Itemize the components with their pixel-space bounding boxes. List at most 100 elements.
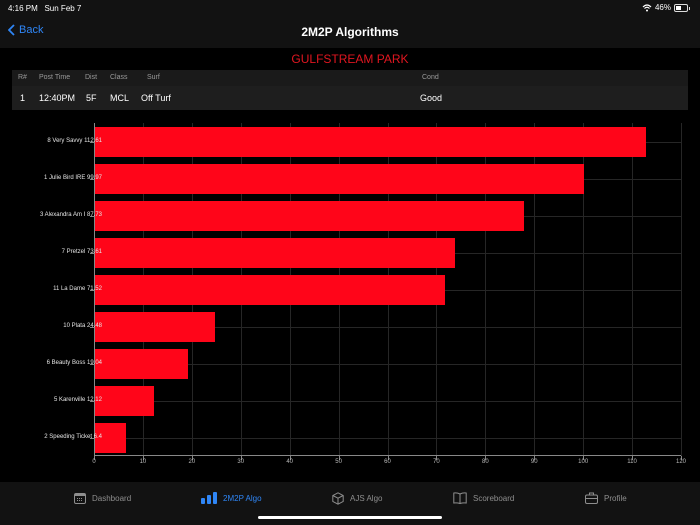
tab-label: 2M2P Algo	[223, 493, 262, 503]
x-tick-label: 120	[675, 459, 686, 465]
gridline-vertical	[485, 123, 487, 456]
y-tick-label: 6 Beauty Boss 19.04	[46, 359, 102, 366]
cell-cond: Good	[420, 93, 443, 103]
x-tick-label: 90	[530, 459, 538, 465]
x-tick	[485, 456, 487, 460]
bar[interactable]	[95, 126, 646, 157]
cube-icon	[332, 492, 344, 505]
tab-label: Dashboard	[92, 493, 132, 503]
y-tick-label: 2 Speeding Ticket 6.4	[44, 433, 102, 440]
y-tick	[90, 363, 94, 365]
tab-label: AJS Algo	[350, 494, 383, 503]
back-button[interactable]: Back	[8, 24, 43, 36]
back-label: Back	[19, 24, 44, 36]
x-tick	[338, 456, 340, 460]
tab-dashboard[interactable]: Dashboard	[74, 492, 131, 504]
x-tick	[387, 456, 389, 460]
x-tick	[436, 456, 438, 460]
y-tick	[90, 400, 94, 402]
tab-label: Profile	[604, 493, 627, 503]
bar-chart: 0 10 20 30 40 50 60 70 80 90 100 110 120 8 Very Savv…	[0, 118, 700, 478]
y-tick-label: 1 Julie Bird IRE 99.97	[43, 174, 102, 181]
bar[interactable]	[95, 274, 445, 305]
gridline-vertical	[632, 123, 634, 456]
cell-race-number: 1	[20, 93, 26, 103]
bar[interactable]	[95, 422, 127, 453]
header-dist: Dist	[85, 74, 98, 81]
tab-ajs-algo[interactable]: AJS Algo	[332, 492, 382, 505]
gridline-vertical	[583, 123, 585, 456]
bar[interactable]	[95, 200, 525, 231]
battery-icon	[674, 3, 690, 12]
bar[interactable]	[95, 237, 456, 268]
header-post-time: Post Time	[39, 74, 71, 81]
race-info-table: R# Post Time Dist Class Surf Cond 1 12:4…	[12, 70, 688, 110]
tab-profile[interactable]: Profile	[585, 492, 627, 504]
x-tick	[534, 456, 536, 460]
cell-post-time: 12:40PM	[39, 93, 76, 103]
y-tick	[90, 215, 94, 217]
y-tick-label: 7 Pretzel 73.61	[61, 248, 102, 255]
x-tick-label: 110	[627, 459, 637, 465]
bar[interactable]	[95, 385, 155, 416]
calendar-icon	[74, 493, 86, 504]
x-tick	[583, 456, 585, 460]
x-axis	[94, 455, 681, 456]
wifi-icon	[642, 3, 652, 11]
bar[interactable]	[95, 348, 189, 379]
battery-percent: 46%	[654, 3, 671, 12]
y-tick	[90, 289, 94, 291]
x-tick	[632, 456, 634, 460]
x-tick	[681, 456, 682, 460]
x-tick-label: 0	[92, 459, 96, 465]
cell-dist: 5F	[86, 93, 97, 103]
y-axis	[94, 123, 95, 456]
status-time: 4:16 PM Sun Feb 7	[8, 4, 82, 13]
book-icon	[453, 492, 467, 504]
y-tick	[90, 437, 94, 439]
y-tick-label: 10 Plata 24.48	[63, 322, 102, 329]
cell-surf: Off Turf	[141, 93, 171, 103]
x-tick	[191, 456, 193, 460]
header-race-number: R#	[18, 74, 27, 81]
x-tick-label: 100	[578, 459, 589, 465]
x-tick	[289, 456, 291, 460]
header-surf: Surf	[147, 74, 160, 81]
chevron-left-icon	[8, 24, 15, 36]
y-tick	[90, 141, 94, 143]
x-tick-label: 50	[335, 459, 342, 465]
x-tick-label: 10	[139, 459, 147, 465]
tab-label: Scoreboard	[473, 493, 515, 503]
status-right: 46%	[642, 3, 690, 12]
nav-bar: Back 2M2P Algorithms	[0, 16, 700, 48]
x-tick	[94, 456, 95, 460]
tab-scoreboard[interactable]: Scoreboard	[453, 492, 514, 504]
y-tick-label: 11 La Dame 71.52	[53, 285, 102, 292]
y-tick-label: 3 Alexandra Am I 87.73	[39, 211, 102, 218]
x-tick	[142, 456, 144, 460]
x-tick	[240, 456, 242, 460]
bar[interactable]	[95, 311, 215, 342]
table-row: 1 12:40PM 5F MCL Off Turf Good	[12, 86, 688, 110]
track-title: GULFSTREAM PARK	[291, 52, 409, 66]
bar[interactable]	[95, 163, 585, 194]
briefcase-icon	[585, 492, 598, 504]
x-tick-label: 80	[481, 459, 489, 465]
y-tick	[90, 326, 94, 328]
bar-chart-icon	[201, 492, 217, 504]
y-tick	[90, 178, 94, 180]
home-indicator[interactable]	[258, 516, 442, 519]
header-cond: Cond	[422, 74, 439, 81]
x-tick-label: 40	[286, 459, 293, 465]
plot-area: 0 10 20 30 40 50 60 70 80 90 100 110 120	[90, 123, 686, 465]
x-tick-label: 70	[433, 459, 440, 465]
page-title: 2M2P Algorithms	[301, 25, 399, 39]
x-tick-label: 20	[188, 459, 196, 465]
y-tick-label: 8 Very Savvy 112.61	[47, 137, 102, 144]
status-bar: 4:16 PM Sun Feb 7 46%	[0, 0, 700, 16]
table-header: R# Post Time Dist Class Surf Cond	[12, 70, 688, 86]
header-class: Class	[110, 74, 128, 81]
y-tick	[90, 252, 94, 254]
x-tick-label: 30	[237, 459, 245, 465]
tab-2m2p-algo[interactable]: 2M2P Algo	[201, 492, 262, 504]
